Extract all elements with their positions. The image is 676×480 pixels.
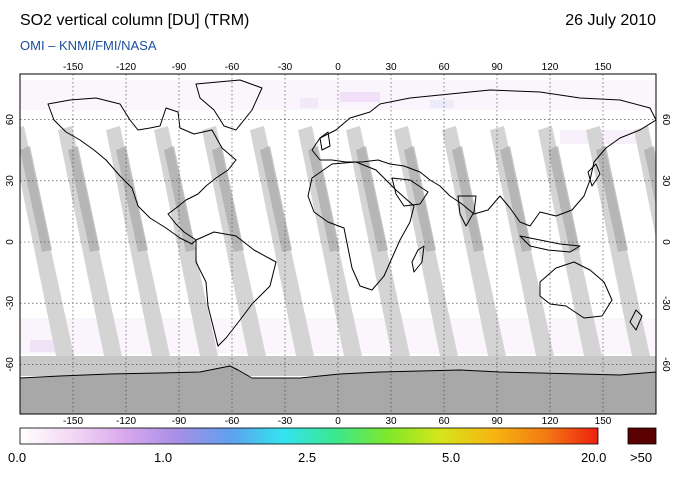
- coast-japan: [587, 163, 601, 187]
- latitude-label-right: 60: [660, 114, 671, 126]
- longitude-label-bottom: -30: [278, 416, 293, 427]
- longitude-label-top: 0: [335, 62, 341, 73]
- latitude-label-left: 0: [5, 239, 16, 245]
- coast-eurasia: [311, 89, 656, 227]
- latitude-ticks-left: 60 30 0 -30 -60: [5, 114, 16, 372]
- orbit-overlap-swath: [500, 146, 532, 252]
- map-title: SO2 vertical column [DU] (TRM): [20, 12, 250, 29]
- latitude-ticks-right: 60 30 0 -30 -60: [660, 114, 671, 372]
- latitude-label-right: -30: [660, 296, 671, 311]
- graticule: [20, 74, 656, 414]
- latitude-label-left: -30: [5, 296, 16, 311]
- longitude-label-top: -120: [116, 62, 136, 73]
- coast-south-america: [195, 231, 277, 347]
- colorbar-label-2: 2.5: [298, 450, 317, 465]
- colorbar-label-5: >50: [630, 450, 653, 465]
- coast-greenland: [195, 79, 263, 131]
- longitude-label-bottom: 120: [542, 416, 559, 427]
- coast-new-zealand: [629, 309, 643, 331]
- orbit-overlap-swath: [356, 146, 388, 252]
- longitude-label-top: 90: [491, 62, 503, 73]
- coast-antarctica: [20, 365, 656, 379]
- latitude-label-right: -60: [660, 357, 671, 372]
- orbit-overlap-swath: [116, 146, 148, 252]
- longitude-label-top: -30: [278, 62, 293, 73]
- orbit-overlap-swath: [596, 146, 628, 252]
- colorbar-overflow-swatch: [627, 427, 657, 445]
- longitude-label-top: 150: [595, 62, 612, 73]
- orbit-overlap-swath: [452, 146, 484, 252]
- coast-africa: [307, 161, 415, 291]
- coast-madagascar: [411, 245, 425, 273]
- orbit-overlap-swath: [548, 146, 580, 252]
- coast-india: [457, 195, 477, 227]
- orbit-overlap-swath: [308, 146, 340, 252]
- longitude-label-bottom: -150: [63, 416, 83, 427]
- latitude-label-left: 60: [5, 114, 16, 126]
- coast-arabia: [391, 177, 429, 207]
- map-date: 26 July 2010: [565, 12, 656, 29]
- coastlines: [20, 79, 656, 379]
- orbit-overlap-swath: [644, 146, 656, 206]
- longitude-label-bottom: 90: [491, 416, 503, 427]
- colorbar-label-4: 20.0: [581, 450, 607, 465]
- coast-indonesia: [519, 235, 581, 253]
- longitude-label-top: -150: [63, 62, 83, 73]
- colorbar-label-3: 5.0: [442, 450, 461, 465]
- orbit-overlap-swath: [404, 146, 436, 252]
- latitude-label-left: -60: [5, 357, 16, 372]
- map-frame: [19, 73, 657, 415]
- longitude-label-bottom: -120: [116, 416, 136, 427]
- longitude-label-top: 120: [542, 62, 559, 73]
- longitude-label-top: 60: [438, 62, 450, 73]
- longitude-label-bottom: 0: [335, 416, 341, 427]
- orbit-overlap-swath: [164, 146, 196, 252]
- orbit-overlap-swath: [260, 146, 292, 252]
- colorbar-scale: [19, 427, 599, 445]
- longitude-label-bottom: 60: [438, 416, 450, 427]
- colorbar-label-1: 1.0: [154, 450, 173, 465]
- orbit-overlap-swath: [20, 146, 52, 252]
- orbit-overlap-swath: [212, 146, 244, 252]
- longitude-ticks-top: -150 -120 -90 -60 -30 0 30 60 90 120 150: [63, 62, 612, 73]
- colorbar-label-0: 0.0: [8, 450, 27, 465]
- longitude-label-top: -90: [172, 62, 187, 73]
- coast-australia: [539, 261, 613, 319]
- latitude-label-right: 30: [660, 175, 671, 187]
- longitude-label-bottom: -90: [172, 416, 187, 427]
- longitude-label-top: 30: [385, 62, 397, 73]
- longitude-label-bottom: 150: [595, 416, 612, 427]
- coast-british-isles: [319, 131, 331, 151]
- longitude-label-bottom: -60: [225, 416, 240, 427]
- orbit-overlap-swath: [68, 146, 100, 252]
- longitude-ticks-bottom: -150 -120 -90 -60 -30 0 30 60 90 120 150: [63, 416, 612, 427]
- latitude-label-right: 0: [660, 239, 671, 245]
- longitude-label-bottom: 30: [385, 416, 397, 427]
- longitude-label-top: -60: [225, 62, 240, 73]
- coast-north-america: [47, 97, 237, 245]
- latitude-label-left: 30: [5, 175, 16, 187]
- data-source-credit: OMI – KNMI/FMI/NASA: [20, 38, 157, 53]
